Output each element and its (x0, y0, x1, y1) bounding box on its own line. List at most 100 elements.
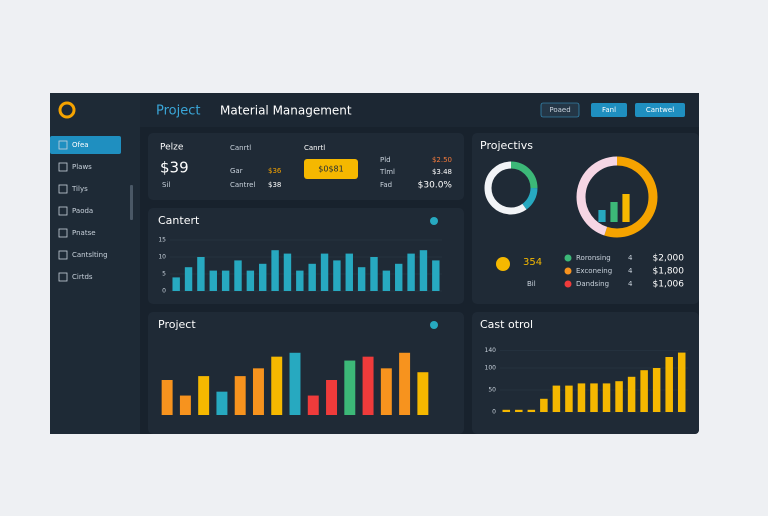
y-tick-label: 5 (162, 271, 166, 278)
label: Canrtl (230, 144, 251, 152)
bar (382, 270, 391, 291)
stat: 354 (523, 257, 542, 268)
y-tick-label: 50 (488, 387, 496, 394)
bar (289, 352, 301, 415)
bar (419, 250, 428, 291)
y-tick-label: 0 (492, 409, 496, 416)
donut-segment (484, 161, 538, 215)
nav-item[interactable]: Tilys (71, 185, 88, 193)
label: Pld (380, 156, 391, 164)
bar (432, 260, 440, 291)
button-label[interactable]: Fanl (602, 106, 616, 114)
panel-title: Cantert (158, 214, 200, 227)
value: $30.0% (418, 181, 453, 191)
bar (417, 372, 429, 415)
bar (652, 368, 661, 412)
bar (184, 267, 193, 291)
row-name: Roronsing (576, 254, 611, 262)
legend-dot (564, 280, 572, 288)
value: $39 (160, 159, 189, 177)
bar (577, 383, 586, 412)
bar (395, 263, 403, 291)
label: Gar (230, 167, 243, 175)
row-amount: $1,006 (653, 280, 685, 290)
button[interactable] (591, 103, 627, 117)
button[interactable] (635, 103, 685, 117)
bar (622, 194, 630, 222)
bar (259, 263, 267, 291)
bar (198, 376, 210, 415)
header-title: Project (156, 104, 200, 119)
nav-item[interactable]: Ofea (72, 141, 89, 149)
button[interactable] (540, 102, 580, 118)
button-label[interactable]: Cantwel (646, 106, 674, 114)
nav-item[interactable]: Pnatse (72, 229, 96, 237)
value: $2.50 (432, 156, 452, 164)
y-tick-label: 140 (485, 347, 497, 354)
bar (399, 352, 411, 415)
bar (234, 260, 242, 291)
nav-icon[interactable] (58, 250, 68, 260)
bar (271, 356, 283, 415)
bar (357, 267, 366, 291)
label: Tlml (379, 168, 395, 176)
legend-dot (564, 267, 572, 275)
legend-dot (564, 254, 572, 262)
bar (216, 391, 228, 415)
value: $38 (268, 181, 281, 189)
bar (515, 409, 523, 412)
bar (283, 253, 292, 291)
row-count: 4 (628, 267, 633, 275)
bar (197, 257, 205, 291)
bar (540, 398, 548, 412)
nav-icon[interactable] (58, 184, 68, 194)
nav-icon[interactable] (58, 272, 68, 282)
nav-icon[interactable] (58, 162, 68, 172)
row-count: 4 (628, 254, 633, 262)
bar (407, 253, 415, 291)
bar (610, 202, 618, 222)
nav-icon[interactable] (58, 140, 68, 150)
value: $36 (268, 167, 282, 175)
label: Fad (380, 181, 392, 189)
bar (527, 409, 536, 412)
bar (665, 357, 673, 412)
y-tick-label: 10 (158, 254, 166, 261)
stat-icon (496, 257, 510, 271)
y-tick-label: 0 (162, 288, 166, 295)
nav-item[interactable]: Paoda (72, 207, 93, 215)
bar (221, 270, 230, 291)
note: Sil (162, 181, 170, 189)
bar (565, 385, 573, 412)
bar (326, 380, 338, 415)
badge[interactable] (304, 159, 358, 179)
status-dot (430, 321, 438, 329)
bar (615, 381, 623, 412)
bar (252, 368, 264, 415)
y-tick-label: 100 (485, 365, 497, 372)
bar (344, 360, 356, 415)
bar (209, 270, 217, 291)
bar (362, 356, 374, 415)
bar (345, 253, 353, 291)
active-item[interactable] (50, 136, 121, 154)
nav-item[interactable]: Cantslting (72, 251, 108, 259)
button-label[interactable]: Poaed (549, 106, 570, 114)
panel-title: Projectivs (480, 139, 533, 152)
badge-label[interactable]: $0$81 (318, 165, 343, 174)
stat-label: Bil (527, 280, 536, 288)
status-dot (430, 217, 438, 225)
row-amount: $2,000 (653, 254, 685, 264)
bar (677, 352, 686, 412)
nav-item[interactable]: Cirtds (72, 273, 93, 281)
bar (333, 260, 341, 291)
nav-icon[interactable] (58, 228, 68, 238)
bar (640, 370, 648, 412)
nav-item[interactable]: Plaws (72, 163, 92, 171)
bar (296, 270, 304, 291)
nav-icon[interactable] (58, 206, 68, 216)
bar (590, 383, 598, 412)
row-count: 4 (628, 280, 633, 288)
bar (502, 409, 511, 412)
